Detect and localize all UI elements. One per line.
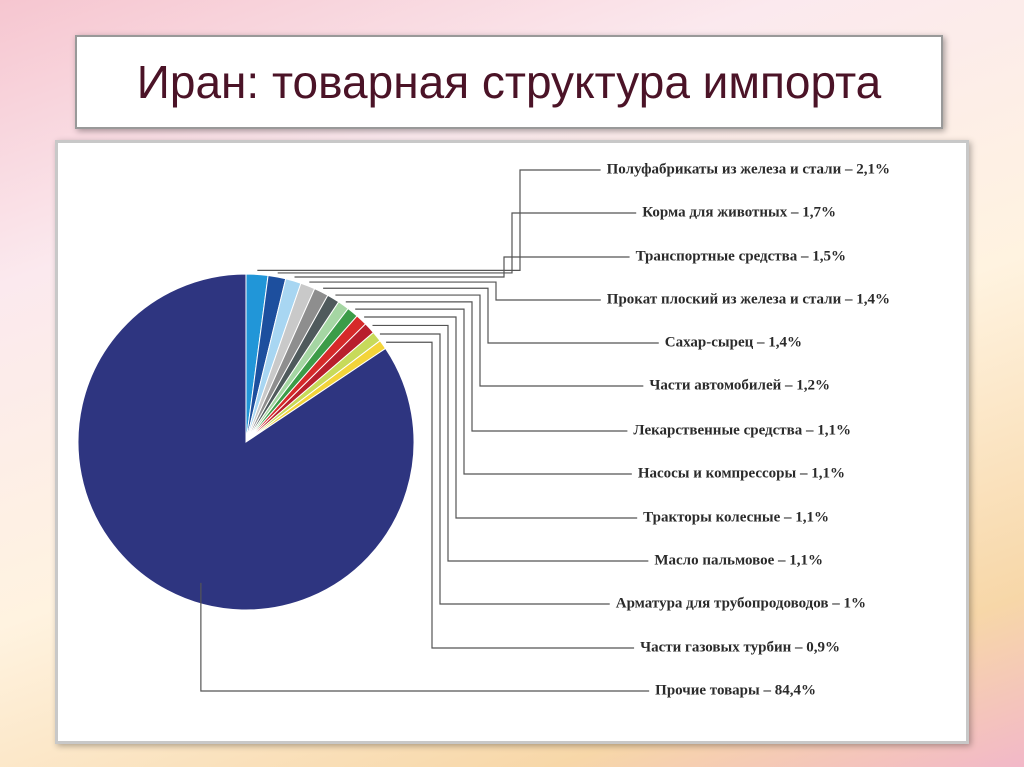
leader-line [309, 281, 601, 301]
chart-title: Иран: товарная структура импорта [136, 56, 882, 108]
legend-label: Лекарственные средства – 1,1% [633, 422, 851, 438]
pie-slice [77, 273, 415, 611]
leader-line [335, 294, 644, 387]
legend-label: Корма для животных – 1,7% [642, 204, 836, 220]
legend-label: Части газовых турбин – 0,9% [640, 639, 840, 655]
legend-label: Масло пальмовое – 1,1% [654, 552, 823, 568]
leader-line [379, 333, 610, 605]
legend-label: Арматура для трубопродоводов – 1% [616, 595, 866, 611]
legend-label: Тракторы колесные – 1,1% [643, 509, 829, 525]
leader-line [323, 287, 659, 344]
leader-line [355, 308, 632, 475]
legend-label: Прочие товары – 84,4% [655, 682, 816, 698]
leader-line [345, 301, 628, 432]
title-box: Иран: товарная структура импорта [75, 35, 943, 129]
legend-label: Транспортные средства – 1,5% [636, 248, 846, 264]
leader-line [294, 256, 630, 278]
legend-label: Прокат плоский из железа и стали – 1,4% [607, 291, 890, 307]
leader-line [257, 169, 601, 271]
leader-line [200, 582, 650, 692]
leader-line [386, 341, 635, 649]
leader-line [277, 212, 637, 274]
legend-label: Части автомобилей – 1,2% [649, 377, 830, 393]
leader-line [364, 316, 638, 519]
leader-line [372, 324, 649, 562]
legend-label: Сахар-сырец – 1,4% [665, 334, 802, 350]
legend-label: Полуфабрикаты из железа и стали – 2,1% [607, 161, 890, 177]
legend-label: Насосы и компрессоры – 1,1% [638, 465, 845, 481]
